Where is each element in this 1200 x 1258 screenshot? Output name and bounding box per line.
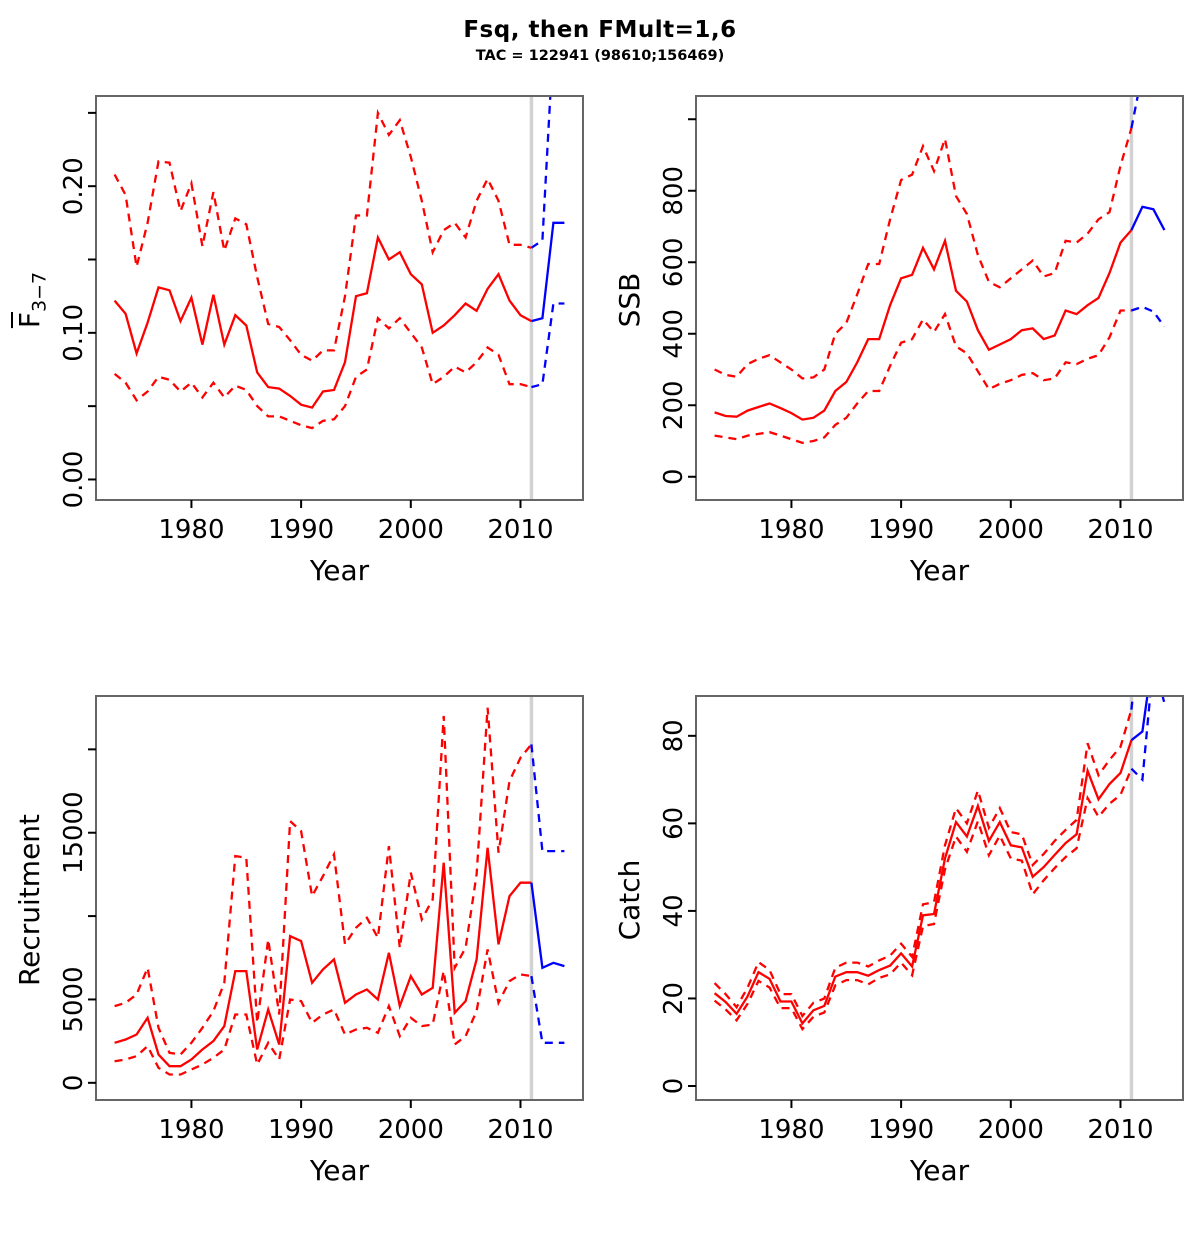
historical-lower-line (113, 315, 532, 430)
y-tick-label: 0 (659, 1078, 689, 1095)
forecast-upper-line (530, 744, 565, 853)
historical-median-line (714, 229, 1133, 421)
series-lines (714, 96, 1166, 444)
x-tick-label: 2000 (378, 1115, 444, 1145)
x-axis-title: Year (309, 1154, 370, 1187)
y-tick-label: 0 (59, 1075, 89, 1092)
x-tick-label: 1990 (868, 1115, 934, 1145)
ssb-y-axis-title: SSB (613, 272, 646, 328)
x-tick-label: 1980 (758, 1115, 824, 1145)
forecast-median-line (1130, 205, 1166, 231)
x-tick-label: 2010 (487, 515, 553, 545)
y-tick-label: 0.10 (59, 304, 89, 362)
forecast-median-line (530, 882, 565, 970)
y-tick-label: 20 (659, 982, 689, 1015)
fbar-symbol: F (13, 312, 46, 329)
x-tick-label: 1980 (158, 515, 224, 545)
panel-recruitment: 1980 1990 2000 2010 0 5000 15000 Year Recruitme… (0, 658, 600, 1258)
x-tick-label: 2000 (978, 515, 1044, 545)
forecast-upper-line (530, 96, 552, 249)
fbar-chart: 1980 1990 2000 2010 0.00 0.10 0.20 Year (59, 95, 584, 587)
historical-median-line (113, 233, 532, 409)
forecast-median-line (531, 221, 565, 323)
x-axis-title: Year (309, 554, 370, 587)
figure-title: Fsq, then FMult=1,6 (463, 17, 737, 43)
forecast-lower-line (531, 302, 565, 389)
y-tick-label: 400 (659, 309, 689, 359)
x-axis-title: Year (909, 554, 970, 587)
x-tick-label: 1990 (268, 1115, 334, 1145)
series-lines (113, 96, 565, 430)
x-tick-label: 1980 (758, 515, 824, 545)
y-tick-label: 0 (659, 468, 689, 485)
plot-box (695, 95, 1184, 501)
forecast-lower-line (530, 975, 565, 1044)
plot-box (695, 695, 1184, 1101)
x-tick-label: 2000 (978, 1115, 1044, 1145)
historical-upper-line (713, 709, 1133, 1019)
y-tick-label: 600 (659, 237, 689, 287)
ssb-chart: 1980 1990 2000 2010 0 200 400 600 800 Year (659, 95, 1184, 587)
fbar-age-range: 3−7 (28, 271, 51, 312)
historical-upper-line (113, 108, 532, 363)
forecast-lower-line (1131, 305, 1166, 328)
y-tick-label: 40 (659, 894, 689, 927)
historical-median-line (114, 847, 532, 1068)
x-tick-label: 2010 (1087, 1115, 1153, 1145)
historical-upper-line (714, 127, 1133, 380)
catch-y-axis-title: Catch (613, 859, 646, 941)
series-lines (713, 696, 1166, 1032)
forecast-upper-line (1130, 96, 1139, 129)
historical-lower-line (714, 309, 1132, 444)
historical-upper-line (114, 707, 533, 1056)
recruitment-chart: 1980 1990 2000 2010 0 5000 15000 Year (59, 695, 584, 1187)
x-tick-label: 1990 (868, 515, 934, 545)
y-tick-label: 200 (659, 380, 689, 430)
y-tick-label: 15000 (59, 791, 89, 874)
figure-subtitle: TAC = 122941 (98610;156469) (475, 48, 725, 64)
plot-box (95, 95, 584, 501)
y-tick-label: 0.00 (59, 451, 89, 509)
historical-lower-line (713, 768, 1133, 1032)
x-tick-label: 1990 (268, 515, 334, 545)
panel-ssb: 1980 1990 2000 2010 0 200 400 600 800 Year SSB (600, 58, 1200, 658)
plot-box (95, 695, 584, 1101)
y-tick-label: 60 (659, 807, 689, 840)
y-tick-label: 5000 (59, 966, 89, 1032)
historical-lower-line (114, 949, 532, 1076)
x-tick-label: 1980 (158, 1115, 224, 1145)
historical-median-line (713, 739, 1133, 1026)
panel-fbar: 1980 1990 2000 2010 0.00 0.10 0.20 Year F3−7 (0, 58, 600, 658)
x-tick-label: 2010 (1087, 515, 1153, 545)
y-tick-label: 80 (659, 719, 689, 752)
y-tick-label: 0.20 (59, 157, 89, 215)
figure: Fsq, then FMult=1,6 TAC = 122941 (98610;… (0, 17, 1200, 1187)
x-tick-label: 2010 (487, 1115, 553, 1145)
panel-catch: 1980 1990 2000 2010 0 20 40 60 80 Year Catch (600, 658, 1200, 1258)
x-tick-label: 2000 (378, 515, 444, 545)
y-tick-label: 800 (659, 166, 689, 216)
catch-chart: 1980 1990 2000 2010 0 20 40 60 80 Year (659, 695, 1184, 1187)
forecast-median-line (1130, 696, 1149, 742)
recruitment-y-axis-title: Recruitment (13, 813, 46, 987)
forecast-lower-line (1130, 696, 1166, 783)
fbar-y-axis-title: F3−7 (10, 98, 51, 502)
series-lines (114, 707, 565, 1076)
x-axis-title: Year (909, 1154, 970, 1187)
